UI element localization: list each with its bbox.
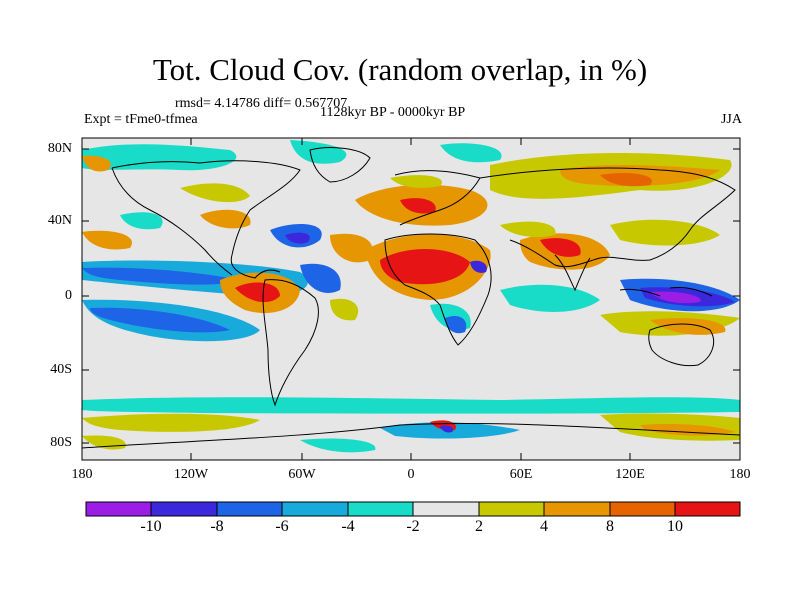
colorbar-label-2: -8 (210, 518, 224, 535)
lon-label-60w: 60W (288, 467, 316, 482)
season-text: JJA (720, 112, 742, 127)
lat-label-80n: 80N (47, 141, 72, 156)
colorbar-swatch-8 (543, 501, 611, 517)
colorbar (85, 501, 741, 517)
colorbar-swatch-2 (150, 501, 218, 517)
period-text: 1128kyr BP - 0000kyr BP (320, 105, 466, 120)
lat-label-40n: 40N (47, 213, 72, 228)
lon-label-60e: 60E (509, 467, 533, 482)
lon-label-180w: 180 (71, 467, 93, 482)
colorbar-label-3: -6 (275, 518, 289, 535)
lon-label-120w: 120W (173, 467, 209, 482)
lat-label-80s: 80S (50, 435, 72, 450)
colorbar-swatch-7 (478, 501, 545, 517)
colorbar-swatch-5 (347, 501, 414, 517)
lat-label-eq: 0 (65, 288, 72, 303)
colorbar-label-5: -2 (406, 518, 420, 535)
stats-text: rmsd= 4.14786 diff= 0.567707 (175, 96, 348, 111)
coastlines (82, 147, 740, 449)
lon-label-180e: 180 (729, 467, 751, 482)
colorbar-swatch-9 (609, 501, 676, 517)
colorbar-label-4: -4 (341, 518, 355, 535)
colorbar-swatch-6 (412, 501, 480, 517)
colorbar-label-1: -10 (140, 518, 162, 535)
experiment-text: Expt = tFme0-tfmea (84, 112, 198, 127)
tick-marks (82, 138, 740, 460)
colorbar-swatch-1 (85, 501, 152, 517)
anomaly-field (82, 138, 740, 460)
colorbar-swatch-4 (281, 501, 349, 517)
figure-title: Tot. Cloud Cov. (random overlap, in %) (152, 52, 648, 87)
colorbar-swatch-10 (674, 501, 741, 517)
lat-label-40s: 40S (50, 362, 72, 377)
colorbar-swatch-3 (216, 501, 283, 517)
colorbar-label-8: 8 (606, 518, 614, 535)
colorbar-label-6: 2 (475, 518, 483, 535)
colorbar-label-7: 4 (540, 518, 548, 535)
colorbar-label-9: 10 (667, 518, 683, 535)
lon-label-120e: 120E (615, 467, 645, 482)
lon-label-0: 0 (407, 467, 415, 482)
